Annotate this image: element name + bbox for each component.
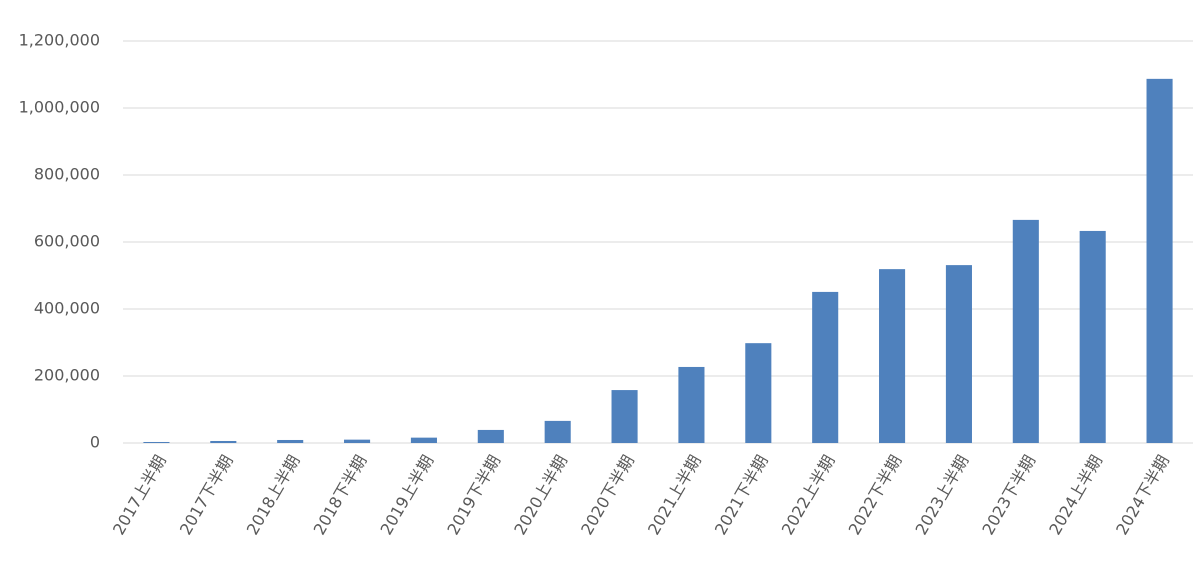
x-tick-label: 2019上半期: [376, 452, 437, 538]
x-tick-label: 2020上半期: [510, 452, 571, 538]
bar: [143, 441, 170, 443]
y-tick-label: 0: [90, 433, 100, 452]
bar: [879, 269, 906, 443]
x-tick-label: 2017下半期: [176, 452, 237, 538]
y-tick-label: 400,000: [34, 299, 100, 318]
bar: [745, 343, 772, 443]
x-tick-label: 2023下半期: [978, 452, 1039, 538]
bar: [277, 439, 304, 443]
bar: [945, 265, 972, 443]
x-tick-label: 2024下半期: [1112, 452, 1173, 538]
x-tick-label: 2022下半期: [845, 452, 906, 538]
bar: [812, 291, 839, 443]
y-tick-label: 600,000: [34, 232, 100, 251]
bar: [344, 439, 371, 443]
y-tick-label: 1,000,000: [19, 98, 100, 117]
x-tick-label: 2018下半期: [310, 452, 371, 538]
y-tick-label: 1,200,000: [19, 31, 100, 50]
x-tick-label: 2019下半期: [443, 452, 504, 538]
bar: [611, 390, 638, 443]
x-tick-label: 2020下半期: [577, 452, 638, 538]
bar: [1079, 230, 1106, 443]
bar: [544, 420, 571, 443]
bar: [410, 437, 437, 443]
bar: [1146, 78, 1173, 443]
bar: [678, 366, 705, 443]
bar: [477, 429, 504, 443]
y-tick-label: 800,000: [34, 165, 100, 184]
x-tick-label: 2018上半期: [243, 452, 304, 538]
x-tick-label: 2024上半期: [1045, 452, 1106, 538]
x-tick-label: 2021上半期: [644, 452, 705, 538]
x-tick-label: 2023上半期: [911, 452, 972, 538]
bar: [210, 440, 237, 443]
x-tick-label: 2021下半期: [711, 452, 772, 538]
bar: [1012, 219, 1039, 443]
x-tick-label: 2017上半期: [109, 452, 170, 538]
y-tick-label: 200,000: [34, 366, 100, 385]
x-tick-label: 2022上半期: [778, 452, 839, 538]
